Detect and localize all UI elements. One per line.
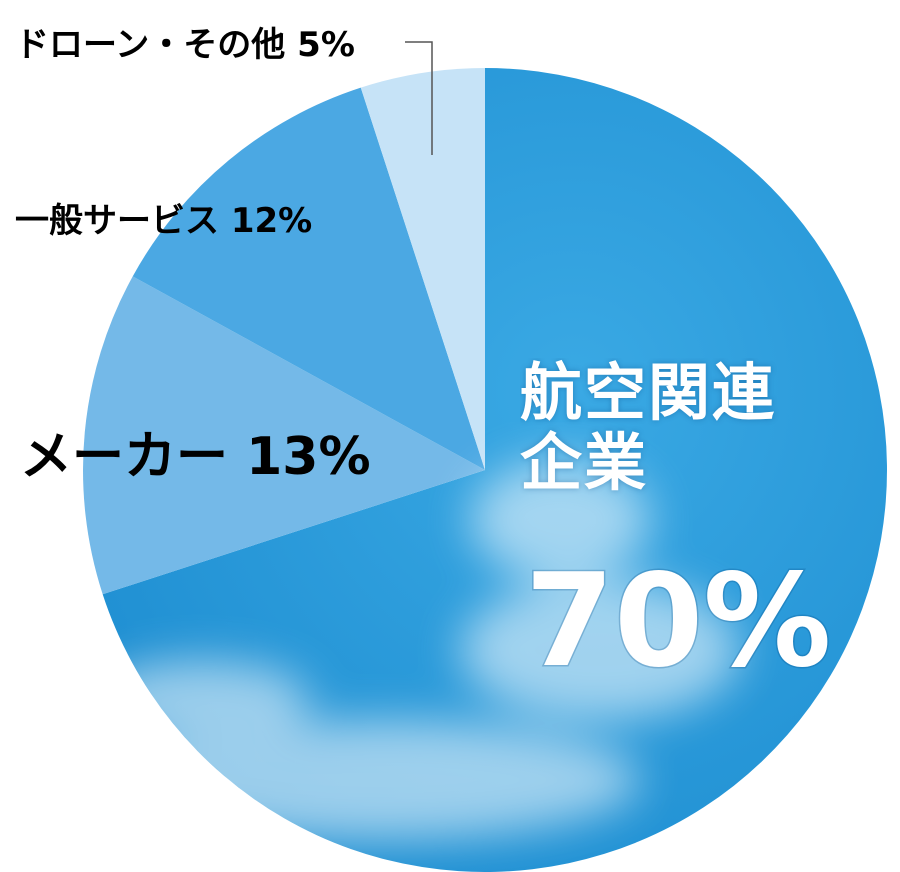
pie-slice [360,68,485,470]
value-label: 13% [246,427,370,487]
category-label: ドローン・その他 [15,25,285,65]
category-label: 航空関連企業 [520,358,777,499]
leader-line [405,41,433,155]
value-label: 70% [525,547,831,696]
slice-label: メーカー 13% [20,427,371,487]
label-box: 航空関連企業 [520,358,777,499]
pie-slice [83,276,485,595]
slice-label: ドローン・その他 5% [15,25,355,65]
slice-label: 一般サービス 12% [15,201,312,241]
pie-slice [132,87,485,470]
category-label: メーカー [20,427,228,487]
category-label: 一般サービス [15,201,219,241]
value-label: 12% [231,201,312,241]
value-label: 5% [297,25,355,65]
